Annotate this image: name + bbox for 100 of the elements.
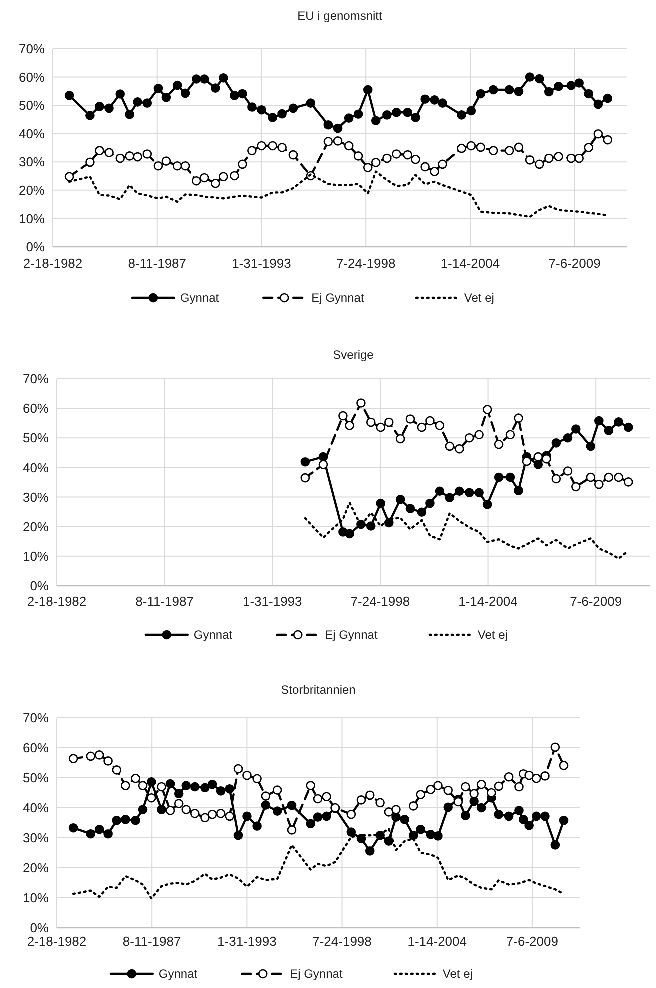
point (454, 444, 464, 454)
point (138, 781, 148, 790)
y-tick-label: 0% (26, 240, 46, 255)
point (604, 426, 614, 436)
point (392, 150, 402, 159)
point (288, 150, 298, 160)
y-tick-label: 40% (18, 126, 46, 142)
point (504, 146, 514, 156)
y-tick-label: 60% (18, 70, 46, 85)
y-tick-label: 40% (22, 460, 50, 476)
point (162, 93, 172, 102)
point (371, 116, 381, 126)
y-tick-label: 30% (22, 830, 50, 846)
point (464, 488, 474, 498)
point (313, 812, 323, 822)
point (272, 786, 282, 795)
point (514, 414, 524, 423)
point (522, 456, 532, 466)
point (457, 110, 466, 120)
point (261, 800, 271, 810)
point (476, 142, 486, 152)
point (208, 780, 218, 790)
point (444, 786, 453, 796)
point (68, 754, 78, 764)
point (180, 88, 190, 98)
point (252, 822, 262, 831)
point (166, 806, 176, 816)
point (333, 136, 343, 146)
x-tick-label: 2-18-1982 (27, 934, 87, 949)
point (318, 460, 328, 470)
x-tick-label: 7-24-1998 (336, 256, 396, 271)
point (411, 113, 420, 122)
point (514, 806, 524, 816)
point (584, 89, 594, 99)
point (333, 124, 343, 134)
y-tick-label: 60% (22, 401, 50, 416)
point (382, 154, 392, 164)
point (420, 94, 430, 104)
point (420, 162, 430, 172)
point (344, 114, 354, 123)
point (300, 473, 310, 483)
point (174, 789, 184, 799)
point (416, 790, 426, 800)
point (554, 152, 564, 162)
point (408, 830, 418, 840)
point (154, 84, 164, 94)
point (594, 129, 604, 139)
point (403, 150, 412, 160)
point (346, 828, 356, 837)
y-tick-label: 50% (22, 430, 50, 446)
chart-title: Storbritannien (281, 683, 356, 697)
point (363, 163, 373, 172)
point (95, 102, 104, 112)
point (211, 84, 220, 93)
point (411, 154, 420, 164)
x-tick-label: 1-14-2004 (458, 594, 518, 609)
point (392, 108, 402, 118)
point (322, 792, 332, 802)
point (461, 782, 470, 792)
point (563, 466, 573, 476)
point (408, 802, 418, 811)
point (174, 799, 184, 808)
point (376, 422, 386, 432)
point (208, 810, 218, 820)
point (506, 472, 516, 482)
y-tick-label: 0% (30, 920, 50, 936)
point (435, 486, 445, 496)
point (182, 781, 192, 790)
point (133, 152, 142, 162)
point (268, 113, 278, 122)
point (133, 98, 142, 107)
point (384, 418, 394, 428)
point (287, 826, 297, 835)
point (494, 472, 504, 482)
x-tick-label: 1-31-1993 (242, 594, 302, 609)
point (563, 433, 573, 443)
point (566, 154, 576, 164)
point (464, 433, 474, 443)
point (287, 800, 297, 810)
point (594, 100, 604, 110)
point (346, 810, 356, 820)
legend-label: Gynnat (180, 291, 220, 306)
point (586, 472, 596, 482)
point (624, 478, 634, 487)
point (376, 798, 385, 808)
y-tick-label: 30% (22, 490, 50, 505)
point (306, 98, 316, 108)
y-tick-label: 70% (18, 42, 46, 57)
point (482, 405, 492, 414)
point (594, 480, 604, 490)
point (430, 96, 440, 105)
y-tick-label: 70% (22, 372, 50, 387)
point (376, 498, 386, 508)
point (248, 146, 257, 156)
point (230, 91, 240, 100)
point (614, 418, 624, 427)
chart-title: Sverige (333, 348, 374, 362)
point (86, 829, 96, 839)
point (356, 796, 366, 805)
point (434, 781, 443, 790)
